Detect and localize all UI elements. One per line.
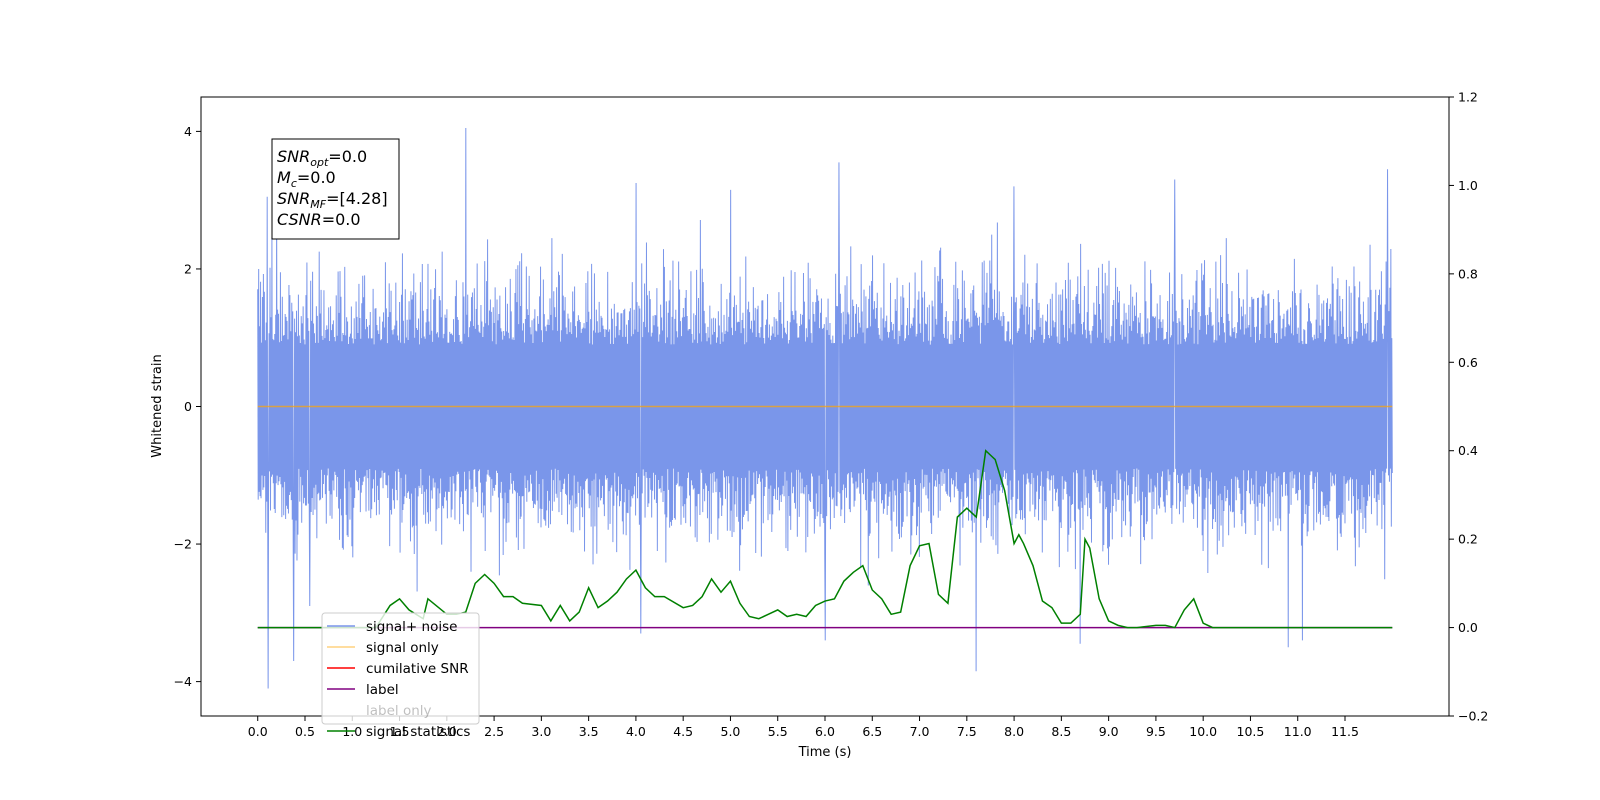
x-tick-label: 8.5 [1051,724,1071,739]
x-tick-label: 5.5 [768,724,788,739]
legend: signal+ noise signal only cumilative SNR la… [321,612,480,740]
y2-tick-label: 1.0 [1458,178,1478,193]
y2-tick-label: 0.6 [1458,355,1478,370]
y-axis-left: 4 2 0 −2 −4 [174,124,201,689]
x-tick-label: 2.0 [437,724,457,739]
x-tick-label: 2.5 [484,724,504,739]
x-tick-label: 0.0 [248,724,268,739]
x-tick-label: 10.0 [1189,724,1217,739]
legend-item: cumilative SNR [327,661,469,677]
x-tick-label: 9.5 [1146,724,1166,739]
legend-item: signal+ noise [327,619,457,635]
x-tick-label: 6.0 [815,724,835,739]
x-tick-label: 0.5 [295,724,315,739]
legend-label: label [366,682,399,698]
x-tick-label: 11.0 [1284,724,1312,739]
annotation-line: SNRMF=[4.28] [277,189,388,211]
x-tick-label: 6.5 [862,724,882,739]
legend-item: label [327,682,399,698]
annotation-line: Mc=0.0 [277,168,336,190]
legend-item: signal only [327,640,439,656]
x-tick-label: 10.5 [1237,724,1265,739]
legend-label: cumilative SNR [366,661,469,677]
y-tick-label: −4 [174,674,192,689]
y2-tick-label: 1.2 [1458,90,1478,105]
x-tick-label: 11.5 [1331,724,1359,739]
annotation-line: SNRopt=0.0 [277,147,367,169]
y-axis-label: Whitened strain [150,354,165,457]
legend-label: signal statistics [366,724,470,740]
legend-label: signal+ noise [366,619,457,635]
x-tick-label: 8.0 [1004,724,1024,739]
x-tick-label: 4.0 [626,724,646,739]
x-tick-label: 7.5 [957,724,977,739]
legend-item: signal statistics [327,724,470,740]
legend-label: label only [366,703,432,719]
x-tick-label: 4.5 [673,724,693,739]
y2-tick-label: 0.2 [1458,532,1478,547]
legend-label: signal only [366,640,439,656]
x-tick-label: 3.0 [531,724,551,739]
y2-tick-label: 0.4 [1458,443,1478,458]
x-tick-label: 7.0 [910,724,930,739]
y2-tick-label: 0.8 [1458,266,1478,281]
y-tick-label: 0 [184,399,192,414]
x-tick-label: 1.5 [390,724,410,739]
y-tick-label: 4 [184,124,192,139]
y-tick-label: −2 [174,537,192,552]
series-signal-statistics [257,449,1393,629]
x-axis: 0.0 0.5 1.0 1.5 2.0 2.5 3.0 3.5 4.0 4.5 5.0 5.5 6.0 6… [248,716,1359,739]
x-tick-label: 9.0 [1099,724,1119,739]
y2-tick-label: 0.0 [1458,620,1478,635]
y2-tick-label: −0.2 [1458,709,1488,724]
legend-item: label only [366,703,432,719]
x-axis-label: Time (s) [798,745,852,760]
y-axis-right: 1.2 1.0 0.8 0.6 0.4 0.2 0.0 −0.2 [1449,90,1488,724]
series-signal-noise [257,127,1393,689]
x-tick-label: 3.5 [579,724,599,739]
annotation-line: CSNR=0.0 [277,210,361,229]
x-tick-label: 5.0 [721,724,741,739]
y-tick-label: 2 [184,261,192,276]
